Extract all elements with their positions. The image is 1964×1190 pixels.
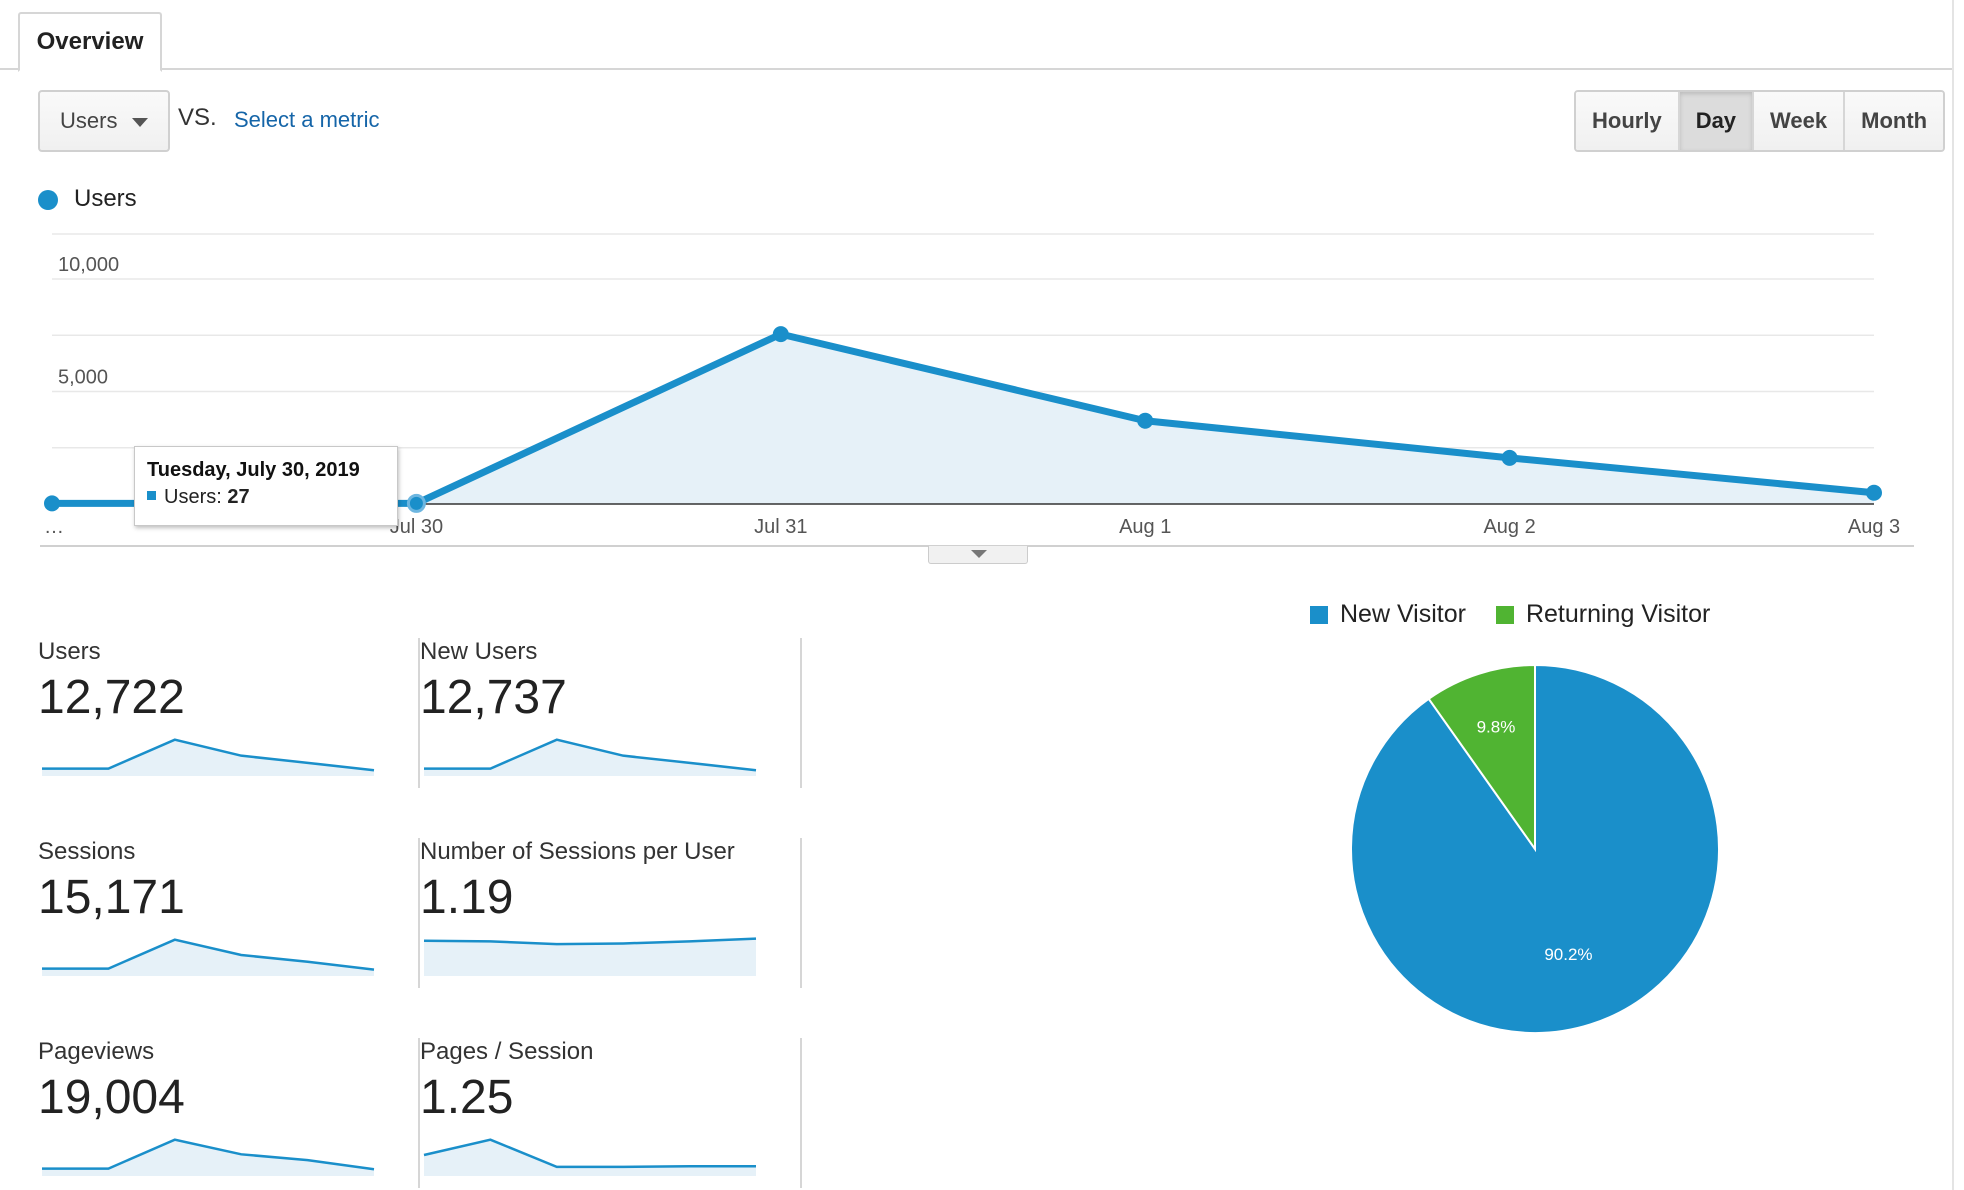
pie-data-label: 9.8% [1477,717,1516,736]
select-metric-link[interactable]: Select a metric [234,107,380,132]
pie-legend-returning-visitor[interactable]: Returning Visitor [1495,600,1711,629]
scorecard-sessions-per-user[interactable]: Number of Sessions per User 1.19 [420,838,802,988]
tooltip-value: 27 [227,486,250,508]
sparkline [423,1138,756,1176]
vs-label: VS. [178,104,217,131]
data-point[interactable] [1866,484,1882,501]
pie-slice-returning-visitor[interactable] [1427,664,1536,853]
sparkline-line [42,1138,375,1171]
data-point[interactable] [1137,412,1154,429]
sparkline-area [424,739,756,776]
scorecard-label: Sessions [38,838,136,865]
x-tick-label: Jul 30 [390,516,443,538]
sparkline [42,938,375,976]
pie-data-label: 90.2% [1544,945,1592,964]
pie-legend-new-visitor[interactable]: New Visitor [1310,600,1466,629]
scorecard-label: Pages / Session [420,1038,594,1065]
pie-legend: New Visitor Returning Visitor [1310,600,1740,629]
x-tick-label: Jul 31 [754,516,807,538]
scorecard-sessions[interactable]: Sessions 15,171 [38,838,420,988]
metric-dropdown-label: Users [60,108,118,133]
sparkline-line [423,937,757,946]
pie-legend-label: New Visitor [1340,600,1466,628]
sparkline-area [424,1139,756,1176]
sparkline [424,738,757,776]
sparkline [423,937,757,976]
legend-dot-icon [38,190,58,210]
tooltip-swatch-icon [147,491,156,500]
tooltip-series: Users: [164,486,222,508]
scorecard-value: 15,171 [38,871,185,924]
scorecard-value: 19,004 [38,1071,185,1124]
scorecard-label: Users [38,638,101,665]
sparkline-area [42,1139,374,1176]
sparkline-line [424,738,757,772]
scorecard-value: 12,722 [38,671,185,724]
sparkline-line [42,738,375,772]
scorecard-users[interactable]: Users 12,722 [38,638,420,788]
x-tick-label: … [44,516,64,538]
sparkline-area [42,939,374,976]
chart-tooltip: Tuesday, July 30, 2019 Users: 27 [134,446,398,526]
users-line-chart[interactable]: 10,000 5,000 … Jul 30 Jul 31 Aug 1 Aug 2 Aug 3 [0,220,1940,550]
pie-legend-label: Returning Visitor [1525,600,1711,628]
period-week-button[interactable]: Week [1752,92,1844,150]
scorecard-label: Pageviews [38,1038,155,1065]
scorecard-label: New Users [420,638,538,665]
data-point[interactable] [406,493,426,513]
scorecard-new-users[interactable]: New Users 12,737 [420,638,802,788]
data-point[interactable] [1501,449,1518,466]
chevron-down-icon [132,118,148,127]
x-tick-label: Aug 3 [1848,516,1900,538]
y-tick-label: 10,000 [58,254,119,276]
metric-dropdown[interactable]: Users [38,90,170,152]
period-hourly-button[interactable]: Hourly [1576,92,1678,150]
scorecard-value: 1.25 [420,1071,514,1124]
tooltip-title: Tuesday, July 30, 2019 [147,459,360,481]
scorecard-pages-per-session[interactable]: Pages / Session 1.25 [420,1038,802,1188]
scorecard-value: 12,737 [420,671,567,724]
scorecard-value: 1.19 [420,871,514,924]
tooltip-row: Users: 27 [147,486,385,509]
collapse-arrow-icon [971,550,987,558]
scorecard-label: Number of Sessions per User [420,838,735,865]
sparkline-area [424,938,756,976]
tab-strip: Overview [0,0,1952,72]
period-month-button[interactable]: Month [1843,92,1944,150]
sparkline-area [42,739,374,776]
tab-overview[interactable]: Overview [18,12,162,72]
scorecard-pageviews[interactable]: Pageviews 19,004 [38,1038,420,1188]
sparkline-line [423,1138,756,1169]
visitor-type-pie-chart[interactable]: 90.2% 9.8% [1350,664,1720,1034]
new-visitor-swatch-icon [1310,605,1328,624]
data-point[interactable] [772,326,789,343]
sparkline-line [42,938,375,971]
period-toggle-group: Hourly Day Week Month [1574,90,1946,152]
x-tick-label: Aug 2 [1483,516,1535,538]
chart-collapse-handle[interactable] [928,546,1028,564]
chart-legend-users[interactable]: Users [74,185,137,212]
period-day-button[interactable]: Day [1677,92,1753,150]
sparkline [42,738,375,776]
data-point[interactable] [44,495,60,512]
sparkline [42,1138,375,1176]
returning-visitor-swatch-icon [1495,605,1514,624]
right-divider [1952,0,1954,1190]
x-tick-label: Aug 1 [1119,516,1171,538]
y-tick-label: 5,000 [58,367,108,389]
